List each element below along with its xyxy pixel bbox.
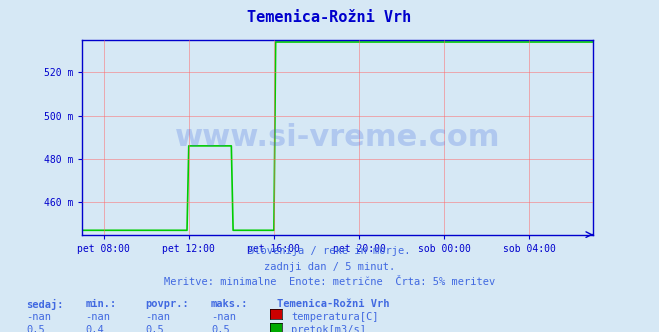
Text: -nan: -nan <box>145 312 170 322</box>
Text: povpr.:: povpr.: <box>145 299 188 309</box>
Text: min.:: min.: <box>86 299 117 309</box>
Text: zadnji dan / 5 minut.: zadnji dan / 5 minut. <box>264 262 395 272</box>
Text: Temenica-Rožni Vrh: Temenica-Rožni Vrh <box>277 299 389 309</box>
Text: -nan: -nan <box>26 312 51 322</box>
Text: -nan: -nan <box>211 312 236 322</box>
Text: Meritve: minimalne  Enote: metrične  Črta: 5% meritev: Meritve: minimalne Enote: metrične Črta:… <box>164 277 495 287</box>
Text: temperatura[C]: temperatura[C] <box>291 312 379 322</box>
Text: Temenica-Rožni Vrh: Temenica-Rožni Vrh <box>247 10 412 25</box>
Text: 0,5: 0,5 <box>211 325 229 332</box>
Text: 0,5: 0,5 <box>145 325 163 332</box>
Text: maks.:: maks.: <box>211 299 248 309</box>
Text: pretok[m3/s]: pretok[m3/s] <box>291 325 366 332</box>
Text: www.si-vreme.com: www.si-vreme.com <box>175 123 500 152</box>
Text: sedaj:: sedaj: <box>26 299 64 310</box>
Text: -nan: -nan <box>86 312 111 322</box>
Text: Slovenija / reke in morje.: Slovenija / reke in morje. <box>248 246 411 256</box>
Text: 0,4: 0,4 <box>86 325 104 332</box>
Text: 0,5: 0,5 <box>26 325 45 332</box>
